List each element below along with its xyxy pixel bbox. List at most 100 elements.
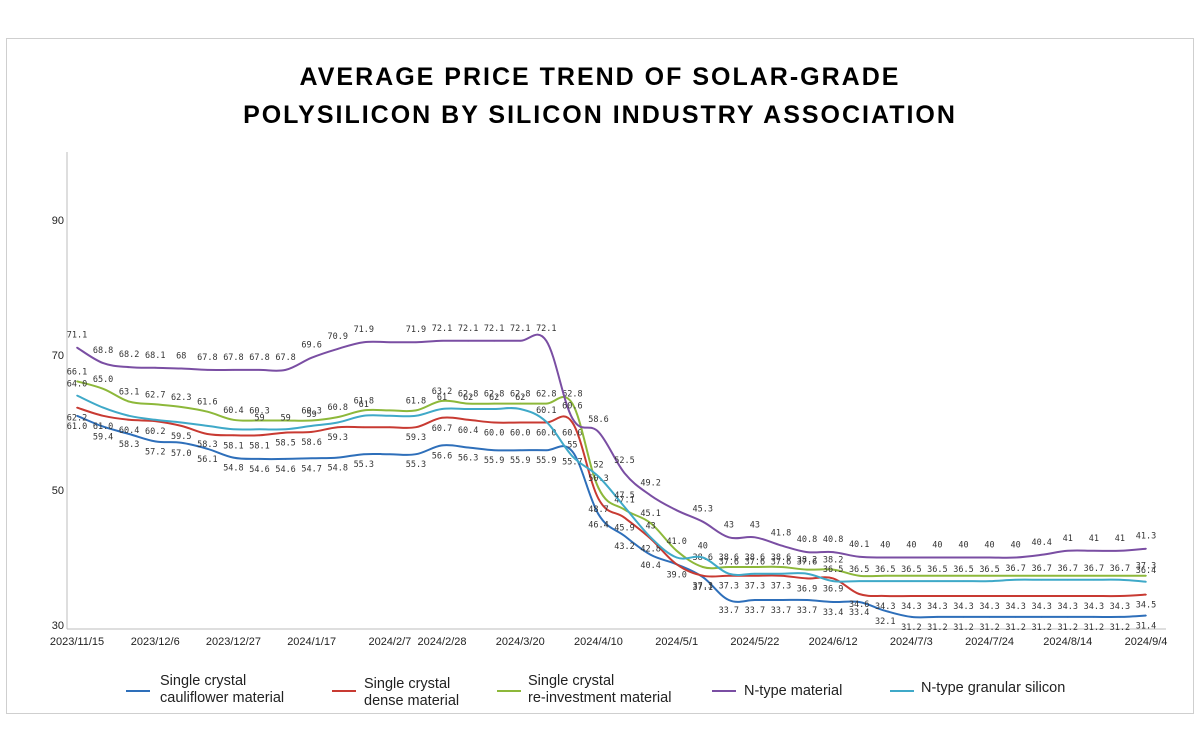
data-point (1040, 616, 1043, 618)
x-tick-label: 2023/12/27 (206, 636, 261, 648)
data-label: 36.9 (797, 584, 817, 594)
data-label: 60.1 (536, 406, 556, 416)
data-label: 60.0 (484, 429, 504, 439)
data-label: 33.4 (849, 608, 869, 618)
data-point (1066, 574, 1069, 577)
data-point (206, 369, 209, 371)
data-point (832, 568, 834, 571)
data-point (675, 549, 678, 552)
data-point (701, 520, 704, 523)
data-point (232, 456, 235, 459)
data-label: 34.5 (1136, 601, 1156, 611)
x-tick-label: 2024/2/28 (418, 636, 467, 648)
data-label: 37.3 (1136, 562, 1156, 572)
data-point (310, 356, 313, 359)
data-label: 43 (750, 520, 760, 530)
data-label: 55.3 (354, 460, 374, 470)
data-label: 40.4 (1031, 538, 1051, 548)
data-label: 69.6 (301, 341, 321, 351)
data-point (545, 421, 548, 423)
data-point (962, 556, 965, 559)
data-label: 54.8 (223, 464, 243, 474)
data-point (206, 410, 209, 413)
data-point (728, 574, 730, 577)
data-label: 55.9 (510, 456, 530, 466)
data-label: 68.2 (119, 350, 139, 360)
data-label: 40.8 (797, 535, 817, 545)
data-point (284, 431, 287, 434)
data-label: 31.2 (1031, 623, 1051, 633)
chart-title: AVERAGE PRICE TREND OF SOLAR-GRADE POLYS… (0, 58, 1200, 134)
data-label: 34.3 (901, 602, 921, 612)
data-label: 58.1 (223, 441, 243, 451)
data-point (441, 340, 443, 342)
data-label: 33.7 (797, 606, 817, 616)
legend-label: Single crystal dense material (364, 676, 460, 709)
data-label: 67.8 (223, 353, 243, 363)
data-point (780, 544, 782, 547)
data-label: 60.2 (145, 427, 165, 437)
x-tick-label: 2024/6/12 (809, 636, 858, 648)
data-point (363, 341, 365, 343)
data-label: 40.8 (823, 535, 843, 545)
data-point (910, 616, 913, 618)
data-point (232, 434, 235, 437)
data-point (832, 601, 834, 603)
data-point (102, 362, 104, 364)
data-label: 45.3 (693, 505, 713, 515)
data-point (441, 444, 443, 447)
data-point (336, 348, 339, 350)
data-point (832, 580, 834, 582)
data-point (649, 536, 652, 539)
data-point (336, 416, 339, 418)
x-tick-label: 2024/1/17 (287, 636, 336, 648)
data-label: 61 (437, 393, 447, 403)
data-label: 60.0 (510, 429, 530, 439)
data-label: 32.1 (875, 617, 895, 627)
data-point (519, 449, 522, 451)
data-point (545, 340, 548, 342)
data-point (363, 414, 365, 417)
data-point (467, 340, 469, 342)
data-point (467, 402, 469, 405)
data-label: 31.4 (1136, 622, 1156, 632)
data-point (467, 408, 469, 410)
data-label: 60.7 (432, 424, 452, 434)
data-label: 67.8 (197, 353, 217, 363)
data-label: 41 (1089, 534, 1099, 544)
data-point (389, 426, 391, 429)
data-point (1040, 554, 1043, 556)
data-point (597, 475, 600, 478)
data-point (1119, 578, 1121, 581)
data-label: 37.3 (693, 582, 713, 592)
data-label: 33.7 (771, 606, 791, 616)
data-point (545, 449, 548, 451)
data-point (571, 402, 574, 405)
data-point (1119, 616, 1121, 618)
data-point (1066, 595, 1069, 597)
data-label: 60.4 (119, 426, 139, 436)
y-tick-label: 70 (52, 350, 64, 362)
data-label: 31.2 (1005, 623, 1025, 633)
data-label: 72.1 (458, 324, 478, 334)
data-point (467, 446, 469, 449)
x-tick-label: 2024/2/7 (368, 636, 411, 648)
data-point (806, 568, 808, 571)
data-point (571, 417, 574, 420)
data-point (597, 487, 600, 489)
data-point (571, 450, 574, 453)
data-label: 72.1 (510, 324, 530, 334)
data-point (232, 369, 235, 371)
x-tick-label: 2024/7/3 (890, 636, 933, 648)
data-point (336, 421, 339, 424)
data-point (102, 414, 104, 417)
data-point (988, 580, 991, 582)
data-point (806, 577, 808, 580)
data-point (962, 574, 965, 577)
data-label: 41 (1115, 534, 1125, 544)
data-label: 40 (958, 541, 968, 551)
data-label: 37.6 (771, 558, 791, 568)
data-label: 36.5 (849, 565, 869, 575)
data-point (519, 408, 522, 410)
